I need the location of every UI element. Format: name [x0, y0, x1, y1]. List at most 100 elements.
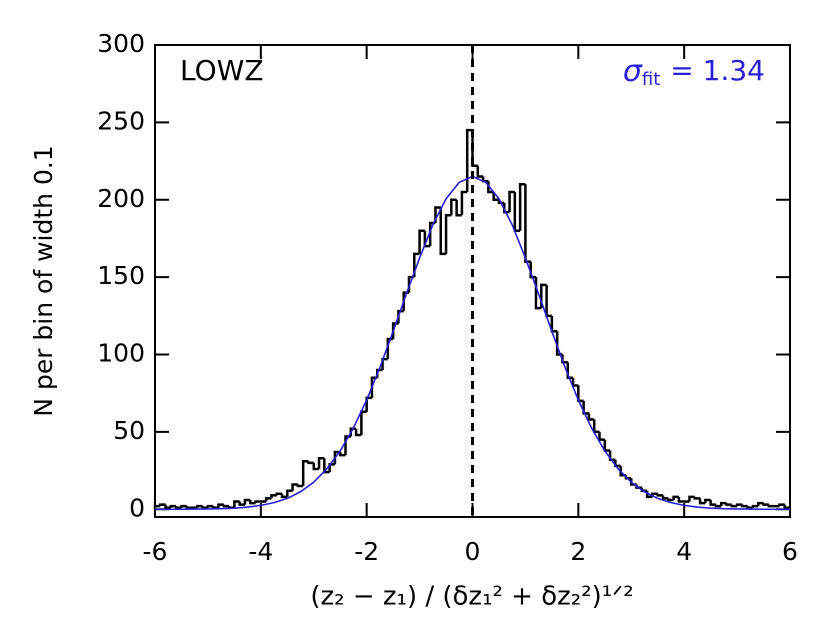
histogram-step	[741, 504, 748, 508]
histogram-step	[783, 504, 790, 509]
histogram-step	[338, 452, 346, 457]
histogram-step	[439, 207, 447, 256]
histogram-step	[471, 130, 478, 167]
x-tick-label: -6	[143, 537, 168, 566]
histogram-step	[174, 506, 182, 509]
histogram-step	[582, 400, 589, 415]
histogram-step	[704, 498, 711, 504]
sigma-value: = 1.34	[670, 54, 765, 87]
histogram-step	[413, 252, 420, 278]
histogram-step	[185, 506, 193, 509]
histogram-step	[698, 498, 706, 505]
histogram-step	[196, 504, 203, 508]
histogram-step	[598, 431, 605, 441]
x-tick-label: 2	[570, 537, 586, 566]
histogram-step	[751, 504, 759, 508]
y-tick-label: 250	[97, 106, 145, 135]
histogram-step	[677, 496, 685, 503]
y-tick-label: 0	[129, 493, 145, 522]
histogram-step	[746, 506, 753, 509]
histogram-step	[386, 337, 394, 360]
histogram-step	[217, 503, 224, 508]
histogram-step	[592, 419, 600, 434]
histogram-step	[508, 190, 515, 213]
histogram-step	[275, 492, 282, 496]
histogram-step	[661, 495, 669, 500]
histogram-step	[476, 165, 484, 178]
histogram-step	[450, 198, 457, 216]
histogram-step	[571, 377, 579, 387]
y-axis-label: N per bin of width 0.1	[29, 145, 58, 416]
y-tick-label: 50	[113, 416, 145, 445]
histogram-step	[672, 495, 679, 500]
histogram-step	[354, 428, 362, 437]
histogram-step	[460, 190, 468, 216]
x-tick-label: 0	[465, 537, 481, 566]
histogram-step	[434, 206, 441, 223]
histogram-step	[365, 396, 372, 412]
histogram-step	[767, 504, 775, 508]
x-tick-label: -2	[354, 537, 379, 566]
histogram-step	[455, 199, 462, 217]
sigma-symbol: σ	[623, 54, 643, 89]
histogram-step	[566, 362, 574, 379]
histogram-step	[497, 199, 505, 205]
histogram-step	[465, 128, 473, 193]
histogram-step	[603, 439, 611, 452]
x-tick-label: 6	[782, 537, 798, 566]
histogram-step	[153, 504, 161, 510]
histogram-step	[735, 503, 743, 507]
histogram-step	[725, 503, 732, 506]
histogram-step	[280, 493, 288, 499]
histogram-step	[709, 499, 716, 506]
histogram-step	[264, 497, 272, 502]
histogram-step	[381, 357, 388, 370]
histogram-step	[206, 504, 214, 508]
y-tick-label: 200	[97, 184, 145, 213]
histogram-step	[296, 484, 304, 488]
histogram-step	[444, 213, 452, 254]
histogram-step	[211, 506, 219, 509]
histogram-step	[238, 501, 245, 506]
histogram-step	[201, 506, 208, 509]
fit-annotation: σfit = 1.34	[623, 54, 765, 91]
histogram-step	[608, 450, 616, 461]
y-tick-label: 100	[97, 339, 145, 368]
histogram-step	[492, 192, 499, 202]
histogram-step	[254, 500, 261, 504]
histogram-step	[301, 460, 309, 487]
histogram-step	[222, 504, 230, 508]
histogram-step	[360, 410, 367, 435]
histogram-step	[577, 385, 584, 403]
histogram-step	[730, 504, 738, 508]
histogram-step	[688, 495, 695, 502]
histogram-step	[169, 504, 177, 508]
histogram-step	[233, 500, 240, 508]
x-tick-label: -4	[248, 537, 273, 566]
histogram-step	[307, 461, 314, 465]
histogram-step	[762, 503, 769, 506]
histogram-step	[550, 315, 558, 333]
histogram-step	[312, 462, 320, 471]
histogram-step	[270, 494, 277, 499]
histogram-step	[291, 483, 298, 491]
histogram-step	[286, 489, 293, 497]
histogram-step	[757, 501, 764, 507]
histogram-step	[418, 229, 425, 254]
histogram-step	[159, 503, 166, 507]
histogram-step	[693, 496, 701, 500]
histogram-step	[328, 463, 335, 473]
y-tick-label: 150	[97, 261, 145, 290]
chart-title: LOWZ	[180, 54, 264, 87]
histogram-step	[397, 309, 404, 324]
x-tick-label: 4	[676, 537, 692, 566]
sigma-subscript: fit	[642, 69, 660, 90]
histogram-step	[317, 456, 325, 470]
histogram-step	[524, 184, 531, 263]
histogram-step	[714, 504, 722, 508]
histogram-step	[778, 503, 785, 507]
histogram-step	[180, 504, 187, 508]
histogram-step	[719, 501, 727, 507]
histogram-step	[503, 202, 510, 214]
x-axis-label: (z₂ − z₁) / (δz₁² + δz₂²)¹ᐟ²	[310, 582, 633, 612]
